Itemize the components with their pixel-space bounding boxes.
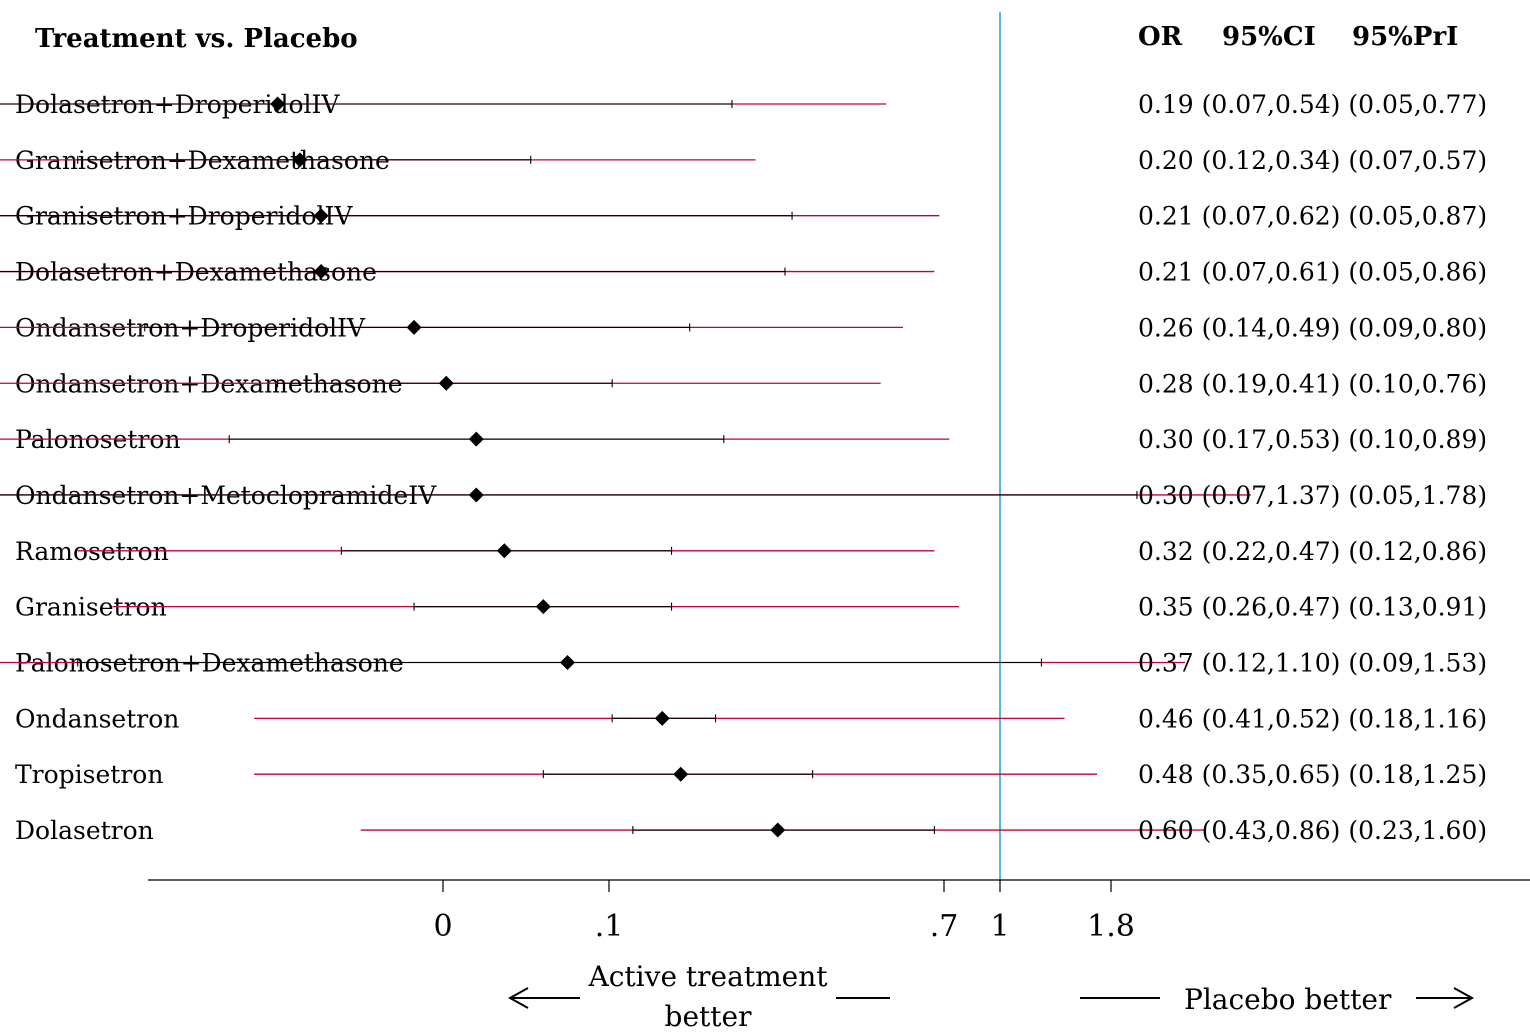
footer-left-line2: better: [665, 1000, 753, 1032]
point-estimate-diamond: [406, 319, 422, 335]
x-tick-label: .1: [595, 909, 624, 944]
row-values: 0.46 (0.41,0.52) (0.18,1.16): [1138, 704, 1487, 733]
forest-row: Ondansetron 0.46 (0.41,0.52) (0.18,1.16): [15, 704, 1487, 733]
right-arrow-icon: [1416, 987, 1475, 1009]
forest-row: Ramosetron 0.32 (0.22,0.47) (0.12,0.86): [15, 537, 1487, 566]
forest-row: Ondansetron+Dexamethasone 0.28 (0.19,0.41…: [0, 369, 1487, 398]
row-values: 0.19 (0.07,0.54) (0.05,0.77): [1138, 90, 1487, 119]
point-estimate-diamond: [468, 487, 484, 503]
point-estimate-diamond: [313, 208, 329, 224]
point-estimate-diamond: [654, 710, 670, 726]
forest-row: Ondansetron+DroperidolIV 0.26 (0.14,0.49)…: [0, 313, 1487, 342]
row-values: 0.20 (0.12,0.34) (0.07,0.57): [1138, 146, 1487, 175]
row-values: 0.32 (0.22,0.47) (0.12,0.86): [1138, 537, 1487, 566]
x-tick-label: 1: [990, 909, 1009, 944]
point-estimate-diamond: [496, 543, 512, 559]
row-values: 0.30 (0.17,0.53) (0.10,0.89): [1138, 425, 1487, 454]
row-values: 0.21 (0.07,0.62) (0.05,0.87): [1138, 202, 1487, 231]
point-estimate-diamond: [468, 431, 484, 447]
left-arrow-icon: [507, 987, 580, 1009]
row-label: Tropisetron: [15, 760, 163, 789]
point-estimate-diamond: [560, 655, 576, 670]
forest-row: Palonosetron 0.30 (0.17,0.53) (0.10,0.89): [0, 425, 1487, 454]
column-header-pri: 95%PrI: [1352, 22, 1458, 52]
forest-row: Dolasetron+DroperidolIV 0.19 (0.07,0.54) …: [0, 90, 1487, 119]
column-header-ci: 95%CI: [1222, 22, 1316, 52]
footer-left-line1: Active treatment: [588, 960, 829, 993]
row-values: 0.26 (0.14,0.49) (0.09,0.80): [1138, 313, 1487, 342]
row-values: 0.60 (0.43,0.86) (0.23,1.60): [1138, 816, 1487, 845]
forest-row: Granisetron 0.35 (0.26,0.47) (0.13,0.91): [15, 593, 1487, 622]
forest-row: Granisetron+DroperidolIV 0.21 (0.07,0.62)…: [0, 202, 1487, 231]
rows-group: Dolasetron+DroperidolIV 0.19 (0.07,0.54) …: [0, 90, 1487, 845]
forest-row: Palonosetron+Dexamethasone 0.37 (0.12,1.1…: [0, 649, 1487, 678]
forest-row: Ondansetron+MetoclopramideIV 0.30 (0.07,1…: [0, 481, 1487, 510]
x-tick-label: .7: [930, 909, 959, 944]
point-estimate-diamond: [535, 599, 551, 615]
row-values: 0.48 (0.35,0.65) (0.18,1.25): [1138, 760, 1487, 789]
forest-row: Dolasetron 0.60 (0.43,0.86) (0.23,1.60): [15, 816, 1487, 845]
row-label: Dolasetron: [15, 816, 154, 845]
x-tick-label: 1.8: [1087, 909, 1135, 944]
row-values: 0.37 (0.12,1.10) (0.09,1.53): [1138, 649, 1487, 678]
forest-row: Granisetron+Dexamethasone 0.20 (0.12,0.34…: [0, 146, 1487, 175]
point-estimate-diamond: [438, 375, 454, 391]
point-estimate-diamond: [292, 152, 308, 168]
column-header-or: OR: [1138, 22, 1183, 52]
plot-title: Treatment vs. Placebo: [35, 24, 358, 54]
point-estimate-diamond: [270, 96, 286, 112]
x-tick-label: 0: [433, 909, 452, 944]
row-values: 0.28 (0.19,0.41) (0.10,0.76): [1138, 369, 1487, 398]
forest-row: Dolasetron+Dexamethasone 0.21 (0.07,0.61)…: [0, 258, 1487, 287]
point-estimate-diamond: [673, 766, 689, 782]
row-values: 0.35 (0.26,0.47) (0.13,0.91): [1138, 593, 1487, 622]
forest-row: Tropisetron 0.48 (0.35,0.65) (0.18,1.25): [15, 760, 1487, 789]
point-estimate-diamond: [770, 822, 786, 838]
x-axis-ticks: 0 .1 .7 1 1.8: [433, 880, 1135, 944]
row-values: 0.30 (0.07,1.37) (0.05,1.78): [1138, 481, 1487, 510]
footer-right-label: Placebo better: [1184, 983, 1392, 1016]
row-values: 0.21 (0.07,0.61) (0.05,0.86): [1138, 258, 1487, 287]
row-label: Ondansetron: [15, 704, 179, 733]
point-estimate-diamond: [313, 264, 329, 280]
